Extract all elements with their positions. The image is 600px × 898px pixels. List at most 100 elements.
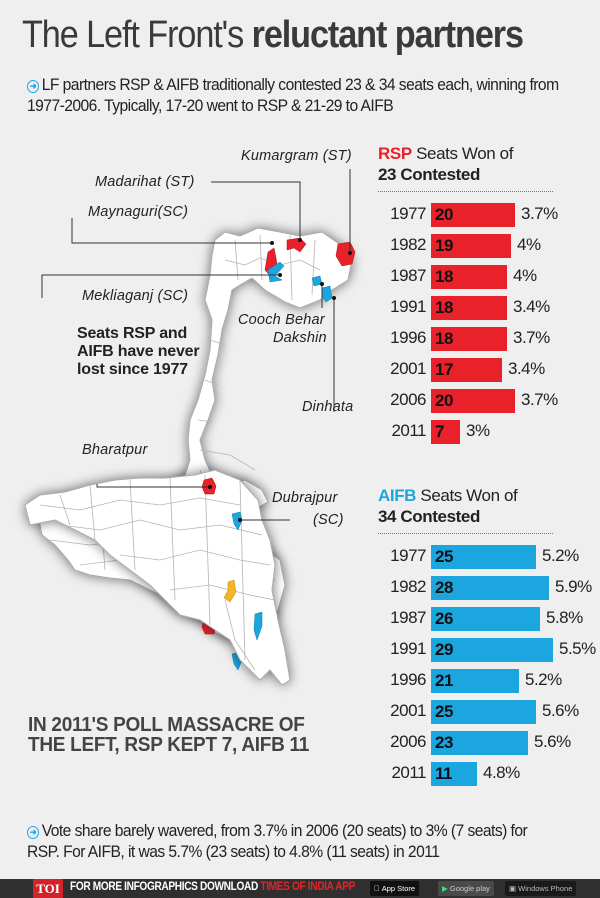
toi-logo: TOI xyxy=(33,879,63,898)
bar-row: 2001 25 5.6% xyxy=(378,697,600,728)
vote-share: 5.6% xyxy=(534,732,571,751)
year-label: 1991 xyxy=(390,639,426,658)
seats-value: 26 xyxy=(435,609,453,628)
bar-row: 1987 18 4% xyxy=(378,262,600,293)
bar-row: 1991 29 5.5% xyxy=(378,635,600,666)
vote-share: 3% xyxy=(466,421,490,440)
seats-value: 17 xyxy=(435,360,453,379)
label-dubrajpur-sc: (SC) xyxy=(313,512,344,528)
label-cooch-behar-dakshin: Dakshin xyxy=(273,330,327,346)
seat-bar: 18 xyxy=(431,265,507,289)
seat-bar: 26 xyxy=(431,607,540,631)
play-icon: ▶ xyxy=(442,884,448,893)
map-shape xyxy=(24,169,356,686)
seat-bar: 11 xyxy=(431,762,477,786)
footer-cta: FOR MORE INFOGRAPHICS DOWNLOAD TIMES OF … xyxy=(70,881,356,893)
bar-row: 1991 18 3.4% xyxy=(378,293,600,324)
seat-bar: 18 xyxy=(431,327,507,351)
seat-dinhata xyxy=(321,285,333,303)
year-label: 2011 xyxy=(391,421,426,440)
bar-row: 2001 17 3.4% xyxy=(378,355,600,386)
vote-share: 3.7% xyxy=(521,390,558,409)
vote-share: 5.2% xyxy=(525,670,562,689)
year-label: 1977 xyxy=(390,204,426,223)
vote-share: 4% xyxy=(513,266,537,285)
label-madarihat: Madarihat (ST) xyxy=(95,174,195,190)
year-label: 1996 xyxy=(390,670,426,689)
vote-share: 4.8% xyxy=(483,763,520,782)
seats-value: 18 xyxy=(435,267,453,286)
vote-share: 3.4% xyxy=(508,359,545,378)
seats-value: 25 xyxy=(435,702,453,721)
bar-row: 1977 25 5.2% xyxy=(378,542,600,573)
vote-share: 5.8% xyxy=(546,608,583,627)
intro-text: ➜ LF partners RSP & AIFB traditionally co… xyxy=(27,75,559,115)
west-bengal-map: Kumargram (ST) Madarihat (ST) Maynaguri(… xyxy=(0,140,380,700)
seat-bar: 20 xyxy=(431,389,515,413)
seat-bar: 29 xyxy=(431,638,553,662)
seats-value: 23 xyxy=(435,733,453,752)
bar-row: 1977 20 3.7% xyxy=(378,200,600,231)
year-label: 1982 xyxy=(390,577,426,596)
bar-row: 2006 23 5.6% xyxy=(378,728,600,759)
year-label: 1987 xyxy=(390,266,426,285)
seat-bar: 7 xyxy=(431,420,460,444)
label-mekliaganj: Mekliaganj (SC) xyxy=(82,288,189,304)
seat-bar: 25 xyxy=(431,700,536,724)
label-maynaguri: Maynaguri(SC) xyxy=(88,204,189,220)
seats-value: 20 xyxy=(435,205,453,224)
rsp-bars: 1977 20 3.7% 1982 19 4% 1987 18 4% 1991 18 3.4% 1996… xyxy=(378,200,600,448)
vote-share: 3.4% xyxy=(513,297,550,316)
bar-row: 1982 19 4% xyxy=(378,231,600,262)
bar-row: 2006 20 3.7% xyxy=(378,386,600,417)
seat-bar: 17 xyxy=(431,358,502,382)
year-label: 2001 xyxy=(390,701,426,720)
outro-text: ➜ Vote share barely wavered, from 3.7% in… xyxy=(27,821,528,861)
seat-bar: 20 xyxy=(431,203,515,227)
year-label: 1987 xyxy=(390,608,426,627)
bar-row: 1996 18 3.7% xyxy=(378,324,600,355)
label-kumargram: Kumargram (ST) xyxy=(241,148,352,164)
aifb-bars: 1977 25 5.2% 1982 28 5.9% 1987 26 5.8% 1991 29 5.5%… xyxy=(378,542,600,790)
year-label: 1982 xyxy=(390,235,426,254)
vote-share: 3.7% xyxy=(513,328,550,347)
seats-value: 20 xyxy=(435,391,453,410)
google-play-button[interactable]: ▶ Google play xyxy=(438,881,494,896)
rsp-chart: RSP Seats Won of 23 Contested 1977 20 3.7%… xyxy=(378,143,600,448)
page-title: The Left Front's reluctant partners xyxy=(22,14,524,56)
year-label: 2006 xyxy=(390,390,426,409)
leader-madarihat xyxy=(211,181,301,240)
bar-row: 2011 11 4.8% xyxy=(378,759,600,790)
year-label: 2006 xyxy=(390,732,426,751)
vote-share: 5.2% xyxy=(542,546,579,565)
seat-bar: 19 xyxy=(431,234,511,258)
leader-bharatpur xyxy=(96,484,210,488)
seats-value: 7 xyxy=(435,422,444,441)
bar-row: 1987 26 5.8% xyxy=(378,604,600,635)
seats-value: 11 xyxy=(435,764,452,783)
leader-maynaguri xyxy=(71,218,272,244)
seats-value: 21 xyxy=(435,671,453,690)
seat-bar: 28 xyxy=(431,576,549,600)
label-dubrajpur: Dubrajpur xyxy=(272,490,338,506)
year-label: 1996 xyxy=(390,328,426,347)
seats-value: 18 xyxy=(435,298,453,317)
bar-row: 1996 21 5.2% xyxy=(378,666,600,697)
app-store-button[interactable]:  App Store xyxy=(370,881,420,896)
seats-value: 19 xyxy=(435,236,453,255)
rsp-chart-title: RSP Seats Won of 23 Contested xyxy=(378,144,514,184)
seat-bar: 18 xyxy=(431,296,507,320)
seat-bar: 23 xyxy=(431,731,528,755)
aifb-chart: AIFB Seats Won of 34 Contested 1977 25 5.2… xyxy=(378,485,600,790)
aifb-chart-title: AIFB Seats Won of 34 Contested xyxy=(378,486,518,526)
year-label: 2001 xyxy=(390,359,426,378)
windows-phone-button[interactable]: ▣ Windows Phone xyxy=(505,881,577,896)
arrow-circle-icon: ➜ xyxy=(27,80,39,93)
vote-share: 5.9% xyxy=(555,577,592,596)
never-lost-note: Seats RSP and AIFB have never lost since… xyxy=(77,325,200,378)
vote-share: 3.7% xyxy=(521,204,558,223)
divider xyxy=(378,191,553,192)
vote-share: 4% xyxy=(517,235,541,254)
seats-value: 29 xyxy=(435,640,453,659)
label-dinhata: Dinhata xyxy=(302,399,354,415)
